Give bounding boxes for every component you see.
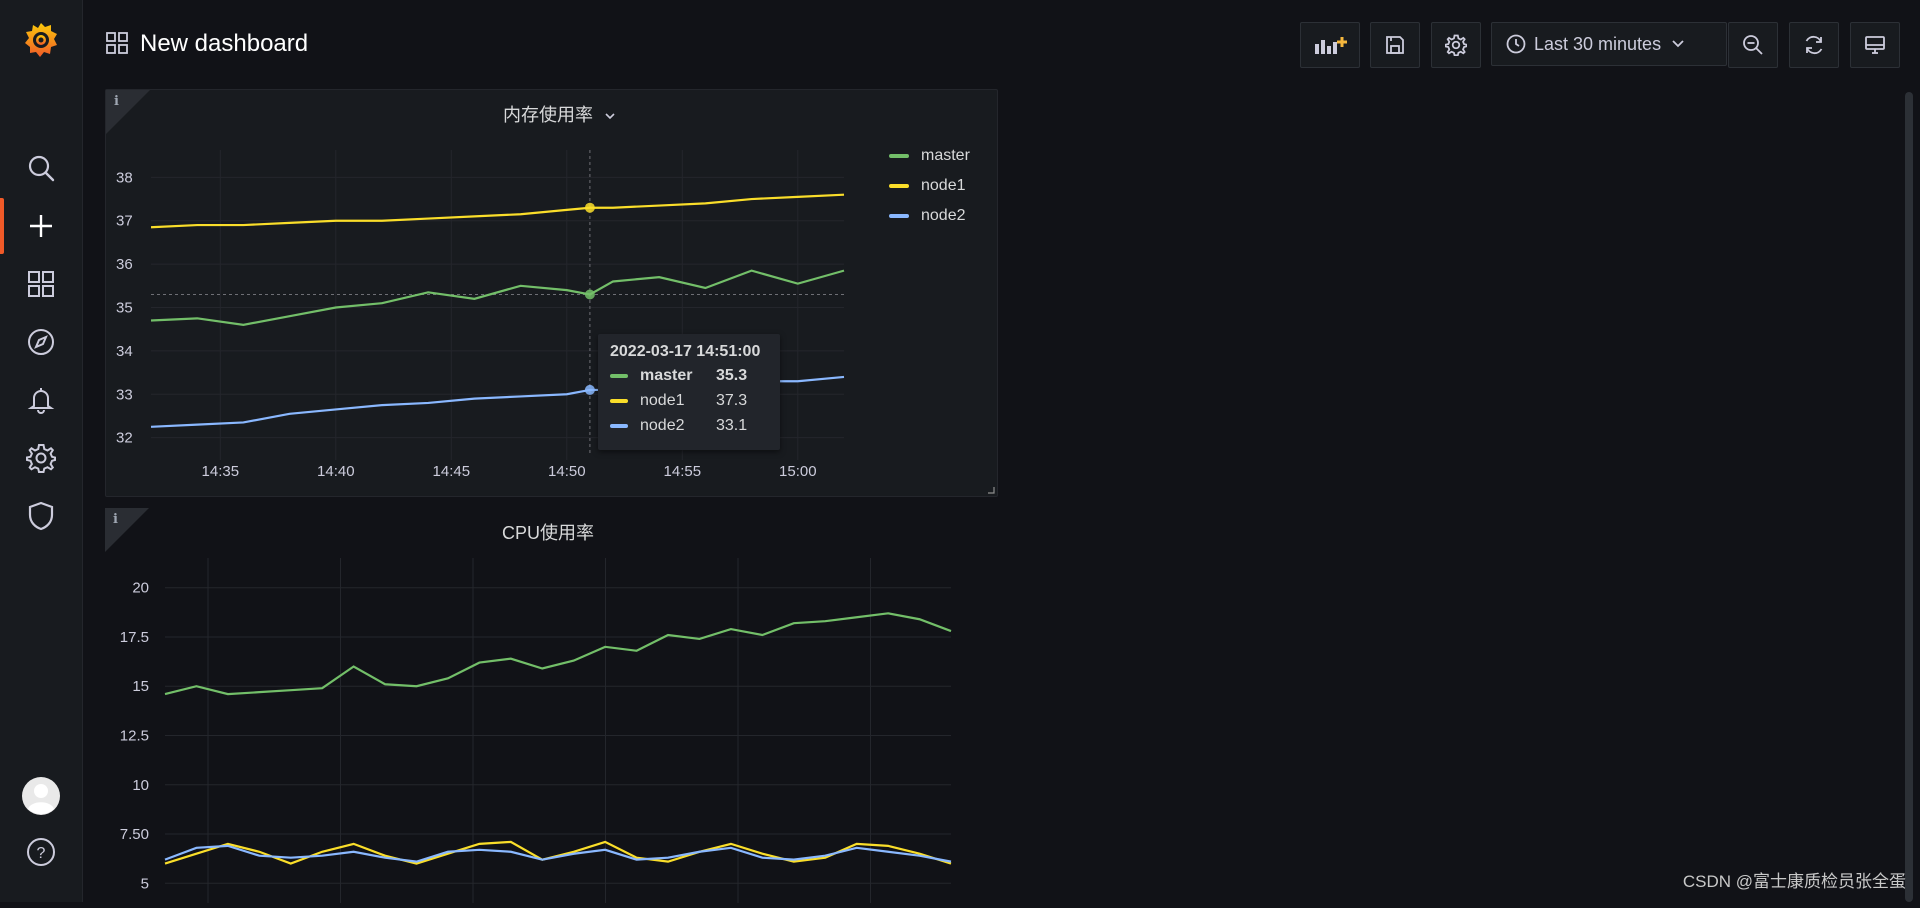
memory-panel-title[interactable]: 内存使用率: [503, 101, 616, 127]
tooltip-row-node2: node2 33.1: [610, 417, 747, 435]
series-line-node2: [164, 844, 952, 863]
cpu-panel: i CPU使用率 20 17.5 15 12.5 10 7.50 5: [105, 508, 996, 908]
dashboard-title[interactable]: New dashboard: [140, 30, 309, 57]
tooltip-time: 2022-03-17 14:51:00: [610, 343, 761, 360]
monitor-icon: [1865, 36, 1885, 54]
legend-item-node1[interactable]: node1: [889, 177, 966, 195]
y-tick-label: 10: [132, 777, 149, 794]
tooltip-value: 33.1: [716, 417, 748, 434]
save-dashboard-button[interactable]: [1370, 22, 1420, 68]
tooltip-row-master: master 35.3: [610, 367, 747, 385]
legend-label: master: [921, 147, 970, 164]
sidebar: ?: [0, 0, 83, 902]
active-indicator: [0, 198, 4, 254]
cpu-chart[interactable]: 20 17.5 15 12.5 10 7.50 5: [105, 508, 996, 908]
svg-text:?: ?: [37, 845, 46, 862]
x-tick-label: 14:35: [202, 463, 240, 480]
x-tick-label: 14:55: [664, 463, 702, 480]
x-tick-label: 14:50: [548, 463, 586, 480]
y-tick-label: 32: [116, 430, 133, 447]
y-tick-label: 20: [132, 580, 149, 597]
zoom-out-icon: [1743, 35, 1763, 55]
x-tick-label: 14:45: [433, 463, 471, 480]
y-tick-label: 7.50: [120, 826, 149, 843]
tooltip-name: master: [640, 367, 693, 384]
tooltip-swatch: [610, 399, 628, 403]
legend-swatch: [889, 214, 909, 218]
save-icon: [1386, 36, 1404, 54]
series-line-node1: [150, 193, 845, 229]
gear-icon: [1445, 34, 1467, 56]
chevron-down-icon: [1672, 40, 1684, 48]
y-tick-label: 36: [116, 256, 133, 273]
time-range-label: Last 30 minutes: [1534, 33, 1662, 54]
clock-icon: [1506, 34, 1526, 54]
help-icon[interactable]: ?: [21, 832, 61, 872]
panel-title-text: 内存使用率: [503, 105, 593, 125]
cpu-panel-title[interactable]: CPU使用率: [502, 523, 595, 543]
chevron-down-icon: [605, 113, 615, 120]
add-panel-icon: [1315, 37, 1347, 54]
tooltip-name: node1: [640, 392, 685, 409]
x-tick-label: 15:00: [779, 463, 817, 480]
y-tick-label: 12.5: [120, 728, 149, 745]
grafana-logo-icon[interactable]: [21, 20, 61, 60]
zoom-out-button[interactable]: [1728, 22, 1778, 68]
plus-icon[interactable]: [21, 206, 61, 246]
legend-item-node2[interactable]: node2: [889, 207, 966, 225]
memory-chart[interactable]: 32 33 34 35 36 37 38 14:35 14:40 14:45 14:50 14:55 1…: [106, 90, 997, 496]
hover-point-master: [584, 289, 595, 300]
tooltip-swatch: [610, 374, 628, 378]
legend-label: node1: [921, 177, 966, 194]
panel-info-corner[interactable]: [105, 508, 149, 552]
series-line-master: [150, 269, 845, 326]
shield-icon[interactable]: [21, 496, 61, 536]
y-tick-label: 38: [116, 169, 133, 186]
explore-compass-icon[interactable]: [21, 322, 61, 362]
legend-item-master[interactable]: master: [889, 147, 970, 165]
legend-swatch: [889, 154, 909, 158]
panel-info-corner[interactable]: [106, 90, 150, 134]
x-tick-label: 14:40: [317, 463, 355, 480]
tooltip-value: 35.3: [716, 367, 748, 384]
search-icon[interactable]: [21, 148, 61, 188]
watermark: CSDN @富士康质检员张全蛋: [1682, 872, 1906, 891]
view-mode-button[interactable]: [1850, 22, 1900, 68]
info-icon[interactable]: i: [114, 94, 119, 109]
gear-icon[interactable]: [21, 438, 61, 478]
alerting-bell-icon[interactable]: [21, 380, 61, 420]
series-line-master: [164, 612, 952, 696]
refresh-button[interactable]: [1789, 22, 1839, 68]
page-scrollbar[interactable]: [1905, 92, 1913, 902]
y-tick-label: 33: [116, 386, 133, 403]
memory-panel: i 内存使用率 32 33 34 35 36 37 38 14:35 14:40 14:45 14:…: [105, 89, 998, 497]
dashboard-settings-button[interactable]: [1431, 22, 1481, 68]
tooltip-name: node2: [640, 417, 685, 434]
y-tick-label: 35: [116, 300, 133, 317]
chart-tooltip: 2022-03-17 14:51:00 master 35.3 node1 37…: [598, 334, 780, 450]
dashboards-icon[interactable]: [21, 264, 61, 304]
y-tick-label: 34: [116, 343, 133, 360]
y-tick-label: 17.5: [120, 629, 149, 646]
refresh-icon: [1805, 35, 1823, 55]
legend-swatch: [889, 184, 909, 188]
tooltip-swatch: [610, 424, 628, 428]
tooltip-value: 37.3: [716, 392, 748, 409]
add-panel-button[interactable]: [1300, 22, 1360, 68]
avatar[interactable]: [21, 776, 61, 816]
tooltip-row-node1: node1 37.3: [610, 392, 747, 410]
legend-label: node2: [921, 207, 966, 224]
dashboard-grid-icon: [106, 32, 128, 59]
y-tick-label: 15: [132, 678, 149, 695]
info-icon[interactable]: i: [113, 512, 118, 527]
hover-point-node2: [584, 384, 595, 395]
y-tick-label: 5: [141, 875, 149, 892]
hover-point-node1: [584, 202, 595, 213]
y-tick-label: 37: [116, 213, 133, 230]
resize-handle-icon[interactable]: [987, 486, 995, 494]
time-range-picker[interactable]: Last 30 minutes: [1491, 22, 1727, 66]
